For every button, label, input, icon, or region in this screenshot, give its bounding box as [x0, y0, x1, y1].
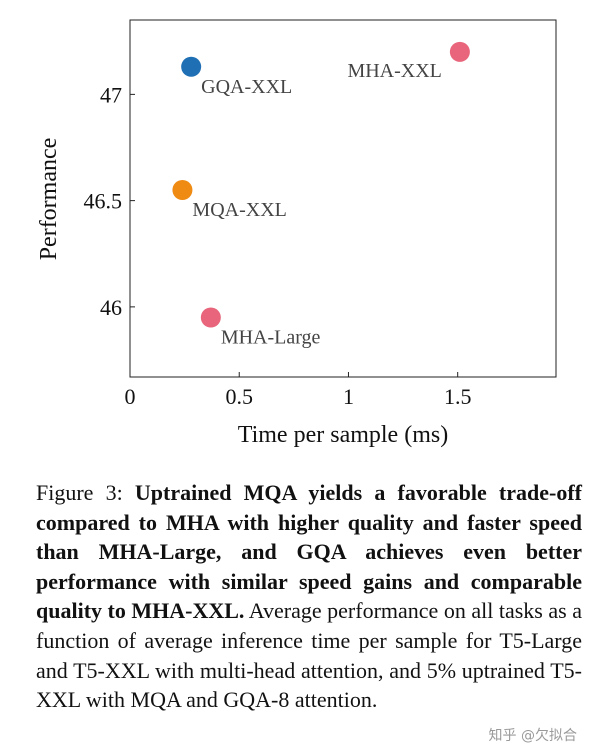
x-tick-label: 0.5: [225, 384, 253, 409]
y-axis-label: Performance: [36, 138, 62, 261]
point-label-mqa-xxl: MQA-XXL: [192, 199, 286, 221]
y-axis-ticks: 46 46.5 47: [84, 82, 135, 320]
watermark: 知乎 @欠拟合: [488, 728, 577, 744]
plot-frame: [129, 19, 557, 378]
caption-body: Average performance on all tasks as a fu…: [36, 598, 582, 713]
data-points: MHA-XXL GQA-XXL MQA-XXL MHA-Large: [172, 41, 470, 349]
y-tick-label: 46.5: [84, 189, 123, 214]
point-gqa-xxl: [181, 56, 202, 77]
point-mqa-xxl: [172, 180, 193, 200]
caption-prefix: Figure 3:: [36, 480, 135, 505]
point-mha-large: [200, 307, 221, 328]
point-mha-xxl: [449, 41, 470, 62]
y-tick-label: 46: [100, 295, 122, 320]
y-tick-label: 47: [100, 82, 122, 107]
x-axis-ticks: 0 0.5 1 1.5: [125, 372, 472, 409]
x-tick-label: 1.5: [444, 384, 472, 409]
point-label-mha-xxl: MHA-XXL: [347, 60, 441, 82]
caption-bold: Uptrained MQA yields a favorable trade-o…: [36, 480, 582, 624]
point-label-gqa-xxl: GQA-XXL: [201, 76, 292, 98]
figure-caption: Figure 3: Uptrained MQA yields a favorab…: [36, 478, 582, 715]
point-label-mha-large: MHA-Large: [221, 327, 321, 349]
x-tick-label: 1: [343, 384, 354, 409]
x-tick-label: 0: [125, 384, 136, 409]
x-axis-label: Time per sample (ms): [238, 422, 448, 448]
